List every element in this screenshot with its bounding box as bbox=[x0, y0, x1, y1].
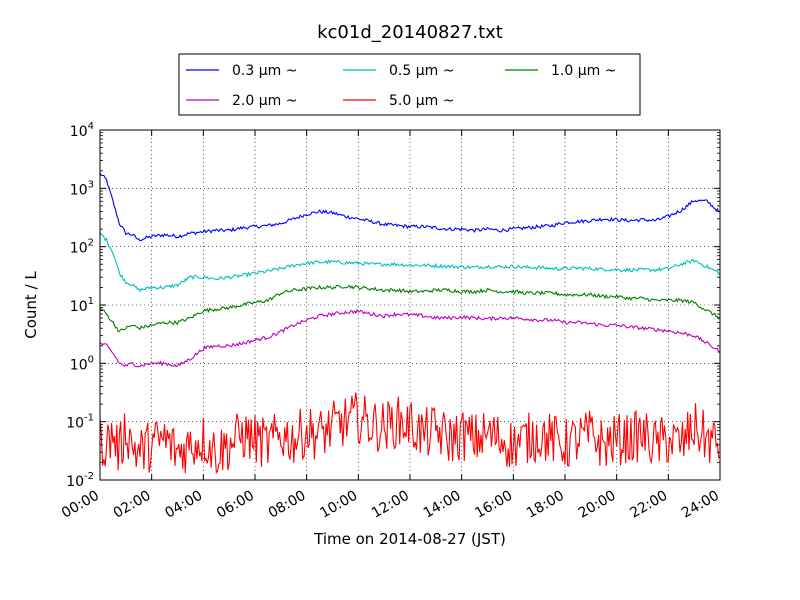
x-tick-label: 00:00 bbox=[59, 488, 102, 522]
axis-ticks bbox=[99, 129, 721, 481]
legend-label: 0.3 μm ~ bbox=[232, 63, 297, 79]
y-tick-label: 101 bbox=[70, 296, 94, 315]
x-tick-label: 22:00 bbox=[627, 488, 670, 522]
x-tick-label: 20:00 bbox=[576, 488, 619, 522]
grid bbox=[100, 130, 720, 480]
series-line bbox=[99, 231, 721, 293]
series-line bbox=[99, 392, 720, 474]
y-tick-label: 104 bbox=[70, 121, 94, 140]
legend-label: 5.0 μm ~ bbox=[389, 93, 454, 109]
x-tick-label: 02:00 bbox=[111, 488, 154, 522]
x-tick-label: 16:00 bbox=[472, 488, 515, 522]
x-tick-label: 12:00 bbox=[369, 488, 412, 522]
series-line bbox=[99, 284, 721, 333]
y-axis-label: Count / L bbox=[22, 271, 40, 339]
y-tick-label: 103 bbox=[70, 179, 94, 198]
x-axis-label: Time on 2014-08-27 (JST) bbox=[313, 530, 506, 548]
series-line bbox=[99, 308, 721, 368]
x-tick-label: 04:00 bbox=[162, 488, 205, 522]
series-line bbox=[99, 172, 721, 242]
x-tick-label: 24:00 bbox=[679, 488, 722, 522]
x-tick-label: 06:00 bbox=[214, 488, 257, 522]
x-tick-labels: 00:00 02:00 04:00 06:00 08:00 10:00 12:00 14:00… bbox=[59, 488, 722, 522]
x-tick-label: 10:00 bbox=[317, 488, 360, 522]
y-tick-label: 10-2 bbox=[66, 471, 94, 490]
x-tick-label: 18:00 bbox=[524, 488, 567, 522]
x-tick-label: 08:00 bbox=[266, 488, 309, 522]
legend-label: 1.0 μm ~ bbox=[551, 63, 616, 79]
chart-title: kc01d_20140827.txt bbox=[317, 22, 503, 43]
y-tick-label: 102 bbox=[70, 238, 94, 257]
y-tick-label: 10-1 bbox=[66, 413, 94, 432]
y-tick-labels: 10-2 10-1 100 101 102 103 104 bbox=[66, 121, 94, 490]
legend-label: 0.5 μm ~ bbox=[389, 63, 454, 79]
y-tick-label: 100 bbox=[70, 354, 94, 373]
legend-label: 2.0 μm ~ bbox=[232, 93, 297, 109]
legend-frame bbox=[178, 53, 641, 116]
series-layer bbox=[99, 172, 721, 474]
x-tick-label: 14:00 bbox=[421, 488, 464, 522]
legend: 0.3 μm ~ 0.5 μm ~ 1.0 μm ~ 2.0 μm ~ 5.0 μm ~ bbox=[178, 53, 641, 116]
